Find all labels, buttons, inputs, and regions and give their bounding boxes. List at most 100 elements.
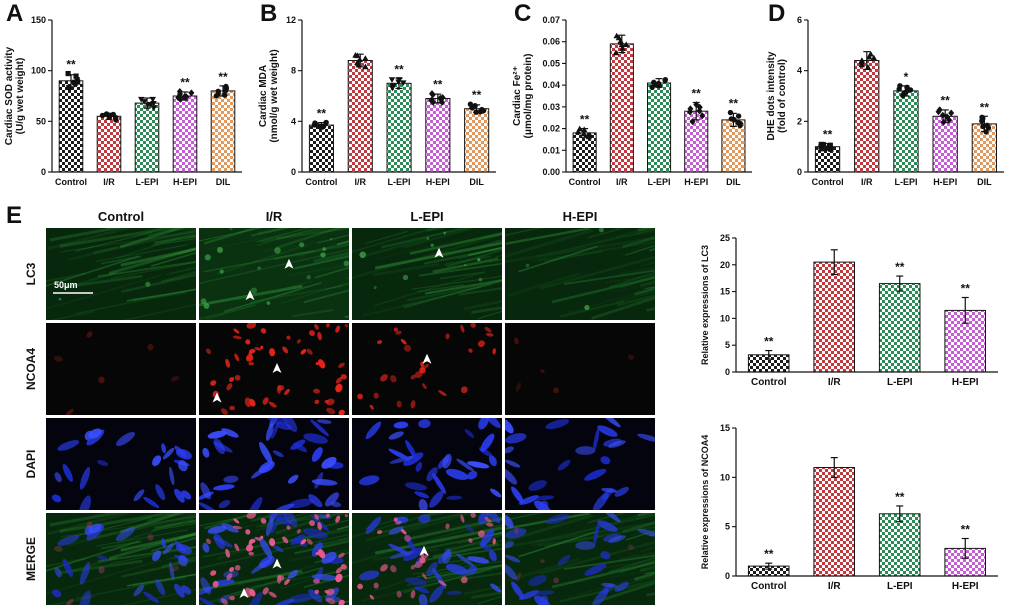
y-tick-label: 2	[797, 116, 802, 126]
x-tick-label: H-EPI	[426, 177, 450, 187]
y-tick-label: 0.07	[542, 15, 560, 25]
y-tick-label: 8	[291, 66, 296, 76]
x-tick-label: H-EPI	[952, 581, 979, 592]
bar-ir	[347, 60, 373, 173]
row-label-merge: MERGE	[24, 537, 38, 582]
bar-h-epi	[425, 98, 451, 173]
micrograph-lc3-control: 50μm	[46, 228, 196, 320]
x-tick-label: I/R	[828, 581, 842, 592]
bar-ir	[813, 467, 855, 577]
bar-h-epi	[172, 95, 198, 173]
arrowhead-icon	[419, 545, 429, 556]
chart-dhe-dots-intensity: ** Control I/R * L-EPI ** H-EPI ** DIL 0 2 4 6 DHE do…	[764, 0, 1014, 202]
x-tick-label: Control	[569, 177, 601, 187]
x-tick-label: L-EPI	[894, 177, 917, 187]
bar-chart-svg: ** Control I/R ** L-EPI ** H-EPI 0 5 10 15 Relative…	[700, 423, 998, 592]
col-header-hepi: H-EPI	[562, 209, 598, 224]
micrograph-lc3-l-epi	[352, 228, 502, 320]
bar-l-epi	[386, 82, 412, 173]
arrowhead-icon	[422, 353, 432, 364]
y-axis-label: Cardiac SOD activity	[4, 46, 15, 145]
x-tick-label: L-EPI	[887, 377, 913, 388]
y-tick-label: 10	[720, 472, 730, 482]
significance-marker: **	[941, 94, 951, 108]
bar-l-epi	[647, 82, 672, 173]
y-tick-label: 12	[286, 15, 296, 25]
y-tick-label: 50	[36, 116, 46, 126]
significance-marker: **	[961, 281, 971, 295]
arrowhead-icon	[272, 363, 282, 373]
bar-h-epi	[932, 115, 958, 173]
micrograph-ncoa4-h-epi	[505, 323, 655, 415]
arrowhead-icon	[245, 290, 255, 301]
bar-control	[572, 132, 597, 173]
y-tick-label: 150	[31, 15, 46, 25]
y-tick-label: 0.01	[542, 145, 560, 155]
y-axis-label: Cardiac MDA	[258, 65, 269, 127]
micrograph-merge-l-epi	[352, 513, 502, 605]
significance-marker: *	[904, 70, 909, 84]
x-tick-label: L-EPI	[135, 177, 158, 187]
bar-l-epi	[134, 102, 160, 173]
y-axis-label: (U/g wet weight)	[15, 58, 26, 135]
y-tick-label: 0	[41, 167, 46, 177]
y-axis-label: Relative expressions of LC3	[700, 245, 710, 365]
panel-label-e: E	[6, 202, 23, 229]
significance-marker: **	[317, 106, 327, 120]
bar-chart-svg: ** Control I/R ** L-EPI ** H-EPI ** DIL 0 4 8 12 Card…	[258, 15, 496, 187]
significance-marker: **	[692, 87, 702, 101]
y-tick-label: 5	[725, 522, 730, 532]
bar-chart-svg: ** Control I/R L-EPI ** H-EPI ** DIL 0.00 0.01 0.0…	[512, 15, 752, 187]
bar-control	[308, 124, 335, 173]
arrowhead-icon	[239, 587, 249, 598]
micrograph-merge-control	[46, 513, 196, 605]
bar-dil	[210, 90, 236, 173]
bar-l-epi	[893, 90, 919, 173]
y-tick-label: 0.03	[542, 102, 560, 112]
x-tick-label: DIL	[726, 177, 741, 187]
y-tick-label: 10	[720, 313, 730, 323]
significance-marker: **	[895, 490, 905, 504]
x-tick-label: Control	[751, 377, 787, 388]
y-tick-label: 0.02	[542, 124, 560, 134]
panel-label-d: D	[768, 0, 786, 27]
bar-ir	[813, 261, 855, 373]
micrograph-merge-ir	[199, 513, 349, 605]
x-tick-label: I/R	[828, 377, 842, 388]
y-tick-label: 6	[797, 15, 802, 25]
bar-ir	[609, 43, 634, 173]
x-tick-label: H-EPI	[684, 177, 708, 187]
significance-marker: **	[66, 58, 76, 72]
x-tick-label: DIL	[977, 177, 992, 187]
micrograph-dapi-l-epi	[352, 418, 502, 510]
col-header-ir: I/R	[265, 209, 283, 224]
chart-lc3-expression: ** Control I/R ** L-EPI ** H-EPI 0 5 10 15 20 25 Rela…	[696, 222, 1014, 398]
y-tick-label: 4	[291, 116, 296, 126]
panel-label-b: B	[260, 0, 278, 27]
chart-cardiac-mda: ** Control I/R ** L-EPI ** H-EPI ** DIL 0 4 8 12 Card…	[256, 0, 506, 202]
significance-marker: **	[729, 97, 739, 111]
y-axis-label: Relative expressions of NCOA4	[700, 435, 710, 570]
x-tick-label: I/R	[103, 177, 115, 187]
bar-ir	[96, 115, 122, 173]
y-tick-label: 0	[291, 167, 296, 177]
bar-chart-svg: ** Control I/R * L-EPI ** H-EPI ** DIL 0 2 4 6 DHE do…	[766, 15, 1004, 187]
y-tick-label: 20	[720, 260, 730, 270]
y-tick-label: 5	[725, 340, 730, 350]
y-tick-label: 100	[31, 66, 46, 76]
y-axis-label: (nmol/g wet weight)	[269, 49, 280, 142]
microscopy-grid: 50μm	[46, 228, 658, 608]
y-tick-label: 0.00	[542, 167, 560, 177]
significance-marker: **	[764, 335, 774, 349]
significance-marker: **	[180, 76, 190, 90]
scale-bar-label: 50μm	[54, 280, 78, 290]
micrograph-lc3-ir	[199, 228, 349, 320]
micrograph-dapi-ir	[199, 418, 349, 510]
row-label-dapi: DAPI	[24, 449, 38, 479]
y-tick-label: 4	[797, 66, 802, 76]
micrograph-ncoa4-l-epi	[352, 323, 502, 415]
panel-label-c: C	[514, 0, 532, 27]
bar-dil	[464, 108, 490, 173]
significance-marker: **	[764, 547, 774, 561]
x-tick-label: H-EPI	[173, 177, 197, 187]
